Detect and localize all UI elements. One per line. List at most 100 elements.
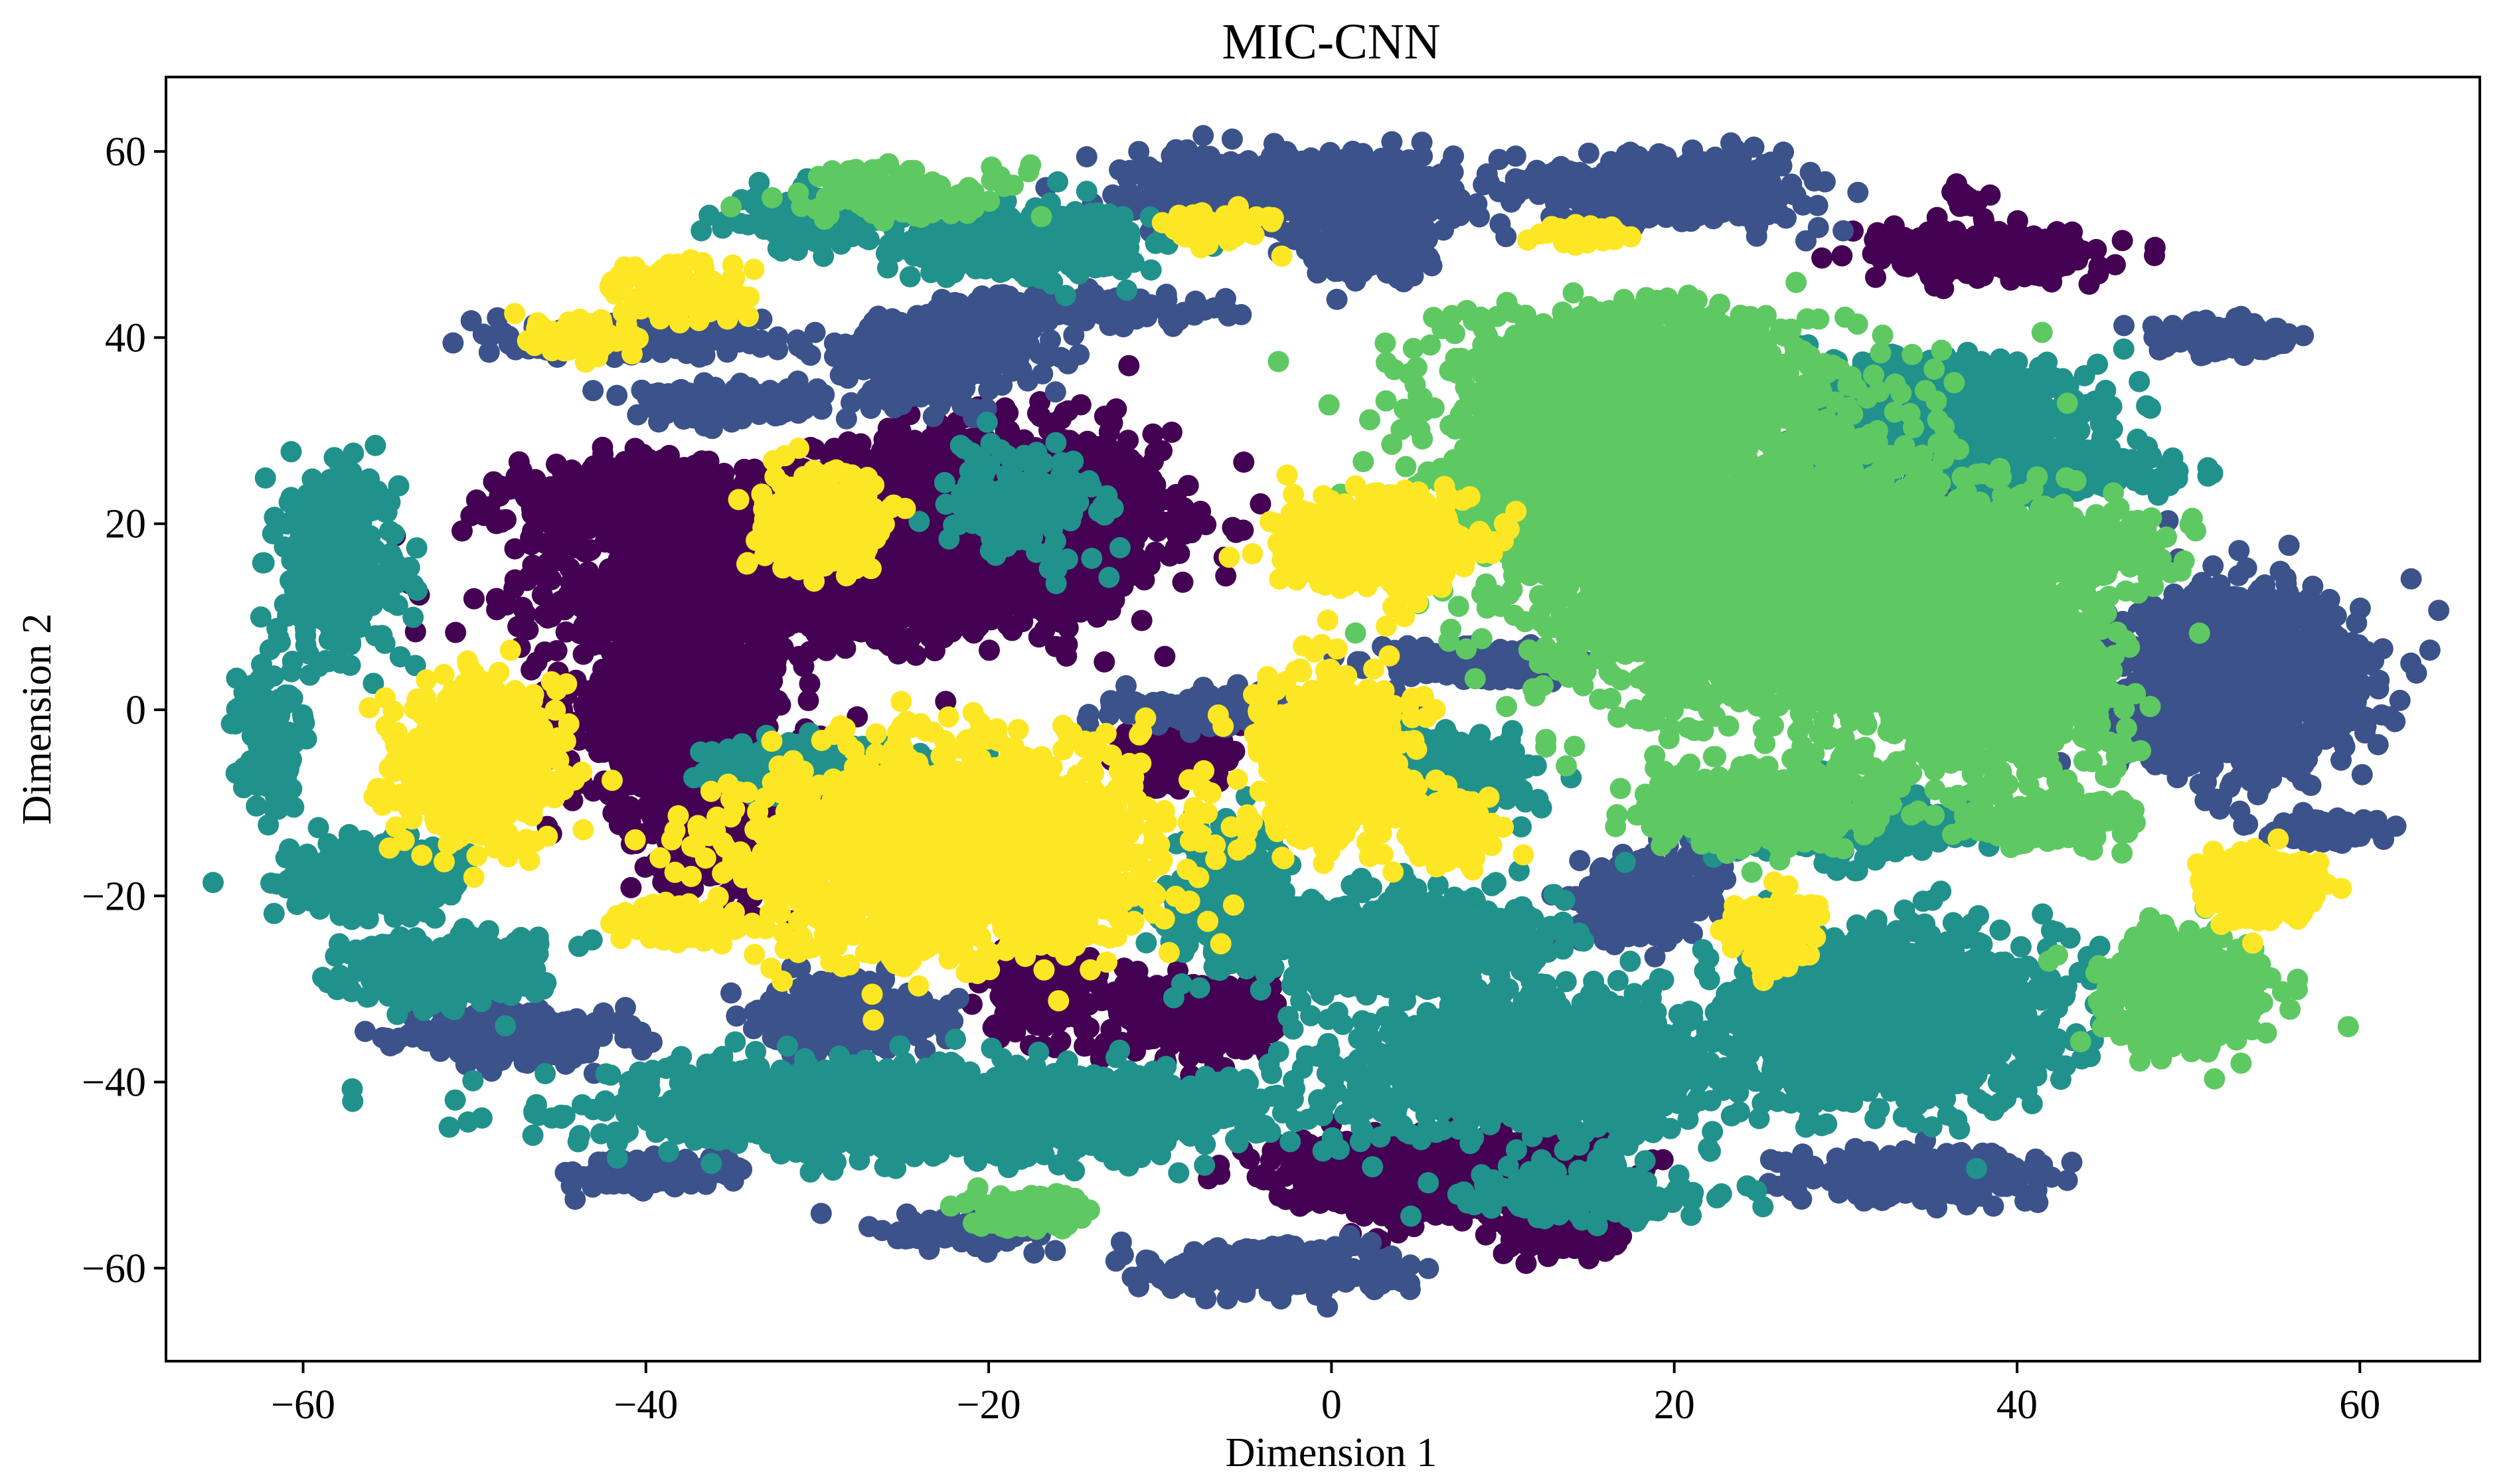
data-point <box>715 708 737 730</box>
data-point <box>1167 1027 1189 1049</box>
data-point <box>1070 394 1092 416</box>
data-point <box>687 681 709 702</box>
data-point <box>569 623 591 645</box>
data-point <box>733 574 755 596</box>
points-layer <box>203 125 2450 1318</box>
data-point <box>651 640 673 662</box>
data-point <box>1013 559 1035 581</box>
data-point <box>616 475 638 497</box>
data-point <box>1026 402 1048 424</box>
data-point <box>691 450 712 472</box>
data-point <box>534 479 556 501</box>
data-point <box>1260 1022 1282 1044</box>
data-point <box>582 780 604 802</box>
data-point <box>1131 610 1153 631</box>
data-point <box>894 438 916 460</box>
data-point <box>623 757 645 779</box>
data-point <box>507 616 529 637</box>
data-point <box>906 589 927 611</box>
data-point <box>544 535 566 557</box>
data-point <box>572 643 594 665</box>
data-point <box>637 542 659 564</box>
data-point <box>1127 487 1149 509</box>
data-point <box>781 602 803 624</box>
data-point <box>1119 517 1141 538</box>
data-point <box>546 640 568 661</box>
data-point <box>1222 517 1244 538</box>
data-point <box>1161 422 1182 443</box>
data-point <box>496 594 518 616</box>
data-point <box>445 621 467 643</box>
data-point <box>945 603 967 625</box>
data-point <box>1133 569 1155 591</box>
data-point <box>1028 626 1050 648</box>
data-point <box>727 651 749 673</box>
data-point <box>653 565 675 587</box>
data-point <box>667 665 689 687</box>
data-point <box>620 876 642 898</box>
data-point <box>797 690 819 711</box>
data-point <box>538 602 560 623</box>
data-point <box>1123 452 1145 474</box>
data-point <box>861 589 883 611</box>
data-point <box>615 644 637 665</box>
data-point <box>998 588 1020 610</box>
data-point <box>508 451 530 473</box>
data-point <box>558 513 580 534</box>
data-point <box>1174 523 1196 545</box>
data-point <box>475 504 497 526</box>
data-point <box>1001 619 1023 641</box>
data-point <box>729 511 751 533</box>
data-point <box>1105 398 1127 420</box>
data-point <box>1007 968 1028 990</box>
data-point <box>815 639 837 661</box>
data-point <box>578 561 600 582</box>
data-point <box>1159 545 1180 567</box>
data-point <box>762 693 784 715</box>
data-point <box>675 600 697 622</box>
data-point <box>1086 600 1108 622</box>
data-point <box>979 639 1000 661</box>
data-point <box>700 497 722 519</box>
data-point <box>702 526 724 548</box>
data-point <box>793 655 815 677</box>
data-point <box>686 546 708 568</box>
data-point <box>1131 975 1153 997</box>
data-point <box>659 445 680 466</box>
data-point <box>869 612 891 634</box>
data-point <box>825 605 847 627</box>
data-point <box>1094 651 1115 673</box>
data-point <box>588 742 609 764</box>
data-point <box>597 493 619 515</box>
data-point <box>632 512 654 534</box>
data-point <box>887 643 909 665</box>
data-point <box>888 566 909 588</box>
data-point <box>564 582 586 604</box>
data-point <box>463 588 485 610</box>
data-point <box>1195 514 1217 536</box>
data-point <box>886 538 908 560</box>
data-point <box>639 598 661 620</box>
data-point <box>1100 1019 1122 1040</box>
chart-title: MIC-CNN <box>1222 14 1440 70</box>
data-point <box>651 716 673 738</box>
data-point <box>1173 497 1195 519</box>
data-point <box>623 732 645 754</box>
data-point <box>504 569 526 591</box>
data-point <box>1141 468 1163 490</box>
data-point <box>656 483 678 504</box>
data-point <box>1110 1001 1132 1023</box>
data-point <box>1215 565 1237 587</box>
data-point <box>608 799 629 821</box>
data-point <box>1233 452 1255 473</box>
data-point <box>592 444 614 465</box>
data-point <box>964 604 986 626</box>
data-point <box>633 702 655 724</box>
data-point <box>1118 355 1140 376</box>
data-point <box>1117 430 1139 452</box>
data-point <box>633 618 655 640</box>
data-point <box>573 695 595 717</box>
data-point <box>1049 611 1070 633</box>
data-point <box>1142 423 1164 445</box>
